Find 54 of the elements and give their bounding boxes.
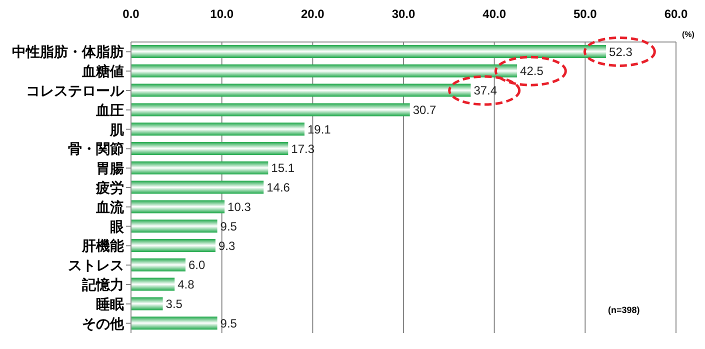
bar	[131, 84, 471, 97]
bar	[131, 200, 225, 214]
data-label: 3.5	[166, 296, 183, 311]
y-tick-label: 眼	[110, 219, 125, 236]
bar	[131, 180, 264, 194]
data-label: 14.6	[266, 180, 290, 195]
x-tick-label: 10.0	[210, 7, 234, 21]
x-tick-label: 20.0	[300, 7, 325, 21]
data-label: 37.4	[474, 84, 498, 98]
y-tick-label: 肌	[109, 122, 124, 138]
bar	[131, 297, 163, 310]
x-tick-label: 0.0	[122, 7, 140, 21]
x-tick-label: 60.0	[664, 7, 688, 21]
bar	[131, 239, 216, 252]
data-label: 19.1	[307, 122, 332, 136]
y-tick-label: コレステロール	[26, 83, 125, 100]
data-label: 30.7	[412, 102, 437, 117]
y-tick-label: 胃腸	[96, 161, 124, 178]
data-label: 10.3	[228, 200, 252, 214]
y-tick-label: ストレス	[68, 258, 124, 274]
data-label: 4.8	[178, 278, 195, 292]
y-tick-label: 疲労	[95, 179, 124, 196]
y-tick-label: 骨・関節	[68, 142, 124, 158]
data-label: 9.5	[220, 219, 238, 234]
x-tick-label: 40.0	[482, 7, 506, 21]
bar	[131, 278, 175, 291]
y-tick-label: 中性脂肪・体脂肪	[12, 44, 124, 61]
x-tick-label: 30.0	[392, 7, 416, 21]
y-tick-label: 血糖値	[81, 63, 124, 80]
data-label: 52.3	[609, 44, 633, 59]
y-tick-label: その他	[82, 316, 125, 332]
bar	[131, 45, 606, 58]
text: (%)	[682, 30, 694, 39]
data-label: 9.5	[220, 316, 238, 330]
y-tick-label: 肝機能	[81, 238, 125, 255]
y-tick-label: 血圧	[95, 102, 124, 119]
x-tick-label: 50.0	[573, 7, 598, 21]
bar	[131, 122, 304, 136]
data-label: 15.1	[271, 161, 295, 176]
bar	[131, 64, 518, 78]
y-tick-label: 睡眠	[96, 296, 124, 313]
y-tick-label: 記憶力	[81, 276, 124, 294]
bar	[131, 161, 268, 174]
bar	[131, 258, 186, 272]
data-label: 6.0	[188, 258, 206, 272]
annotation: (n=398)	[608, 305, 640, 315]
bar	[131, 142, 288, 155]
bar	[131, 316, 218, 330]
y-tick-label: 血流	[95, 198, 125, 216]
bar	[131, 103, 410, 116]
data-label: 9.3	[218, 238, 236, 253]
data-label: 42.5	[520, 64, 544, 78]
data-label: 17.3	[291, 142, 315, 156]
bar	[131, 220, 218, 233]
